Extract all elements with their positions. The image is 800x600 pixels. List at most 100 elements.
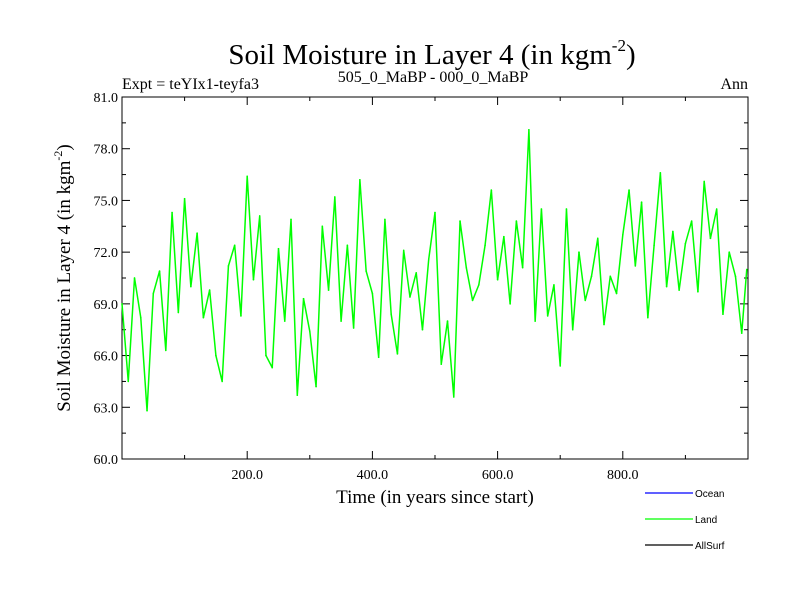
- data-point-land: [678, 289, 680, 291]
- data-point-land: [584, 299, 587, 302]
- data-point-land: [208, 289, 211, 291]
- data-point-land: [183, 197, 186, 200]
- data-point-land: [459, 220, 461, 222]
- data-point-land: [283, 320, 286, 322]
- data-point-land: [628, 189, 630, 191]
- data-point-land: [596, 237, 599, 240]
- data-point-land: [634, 265, 637, 267]
- data-point-land: [327, 289, 330, 291]
- data-point-land: [665, 285, 668, 288]
- data-point-land: [196, 232, 198, 234]
- legend-label-land: Land: [695, 515, 717, 526]
- data-point-land: [515, 220, 518, 222]
- data-point-land: [521, 266, 524, 269]
- data-point-land: [290, 218, 292, 221]
- data-point-land: [465, 266, 468, 269]
- x-tick-label: 800.0: [607, 468, 639, 483]
- data-point-land: [252, 278, 255, 281]
- chart-title-superscript: -2: [612, 36, 626, 55]
- data-point-land: [384, 218, 386, 221]
- data-point-land: [703, 180, 705, 183]
- data-point-land: [496, 278, 499, 281]
- data-point-land: [365, 270, 367, 272]
- data-point-land: [434, 211, 436, 214]
- data-point-land: [371, 292, 374, 295]
- data-point-land: [647, 316, 649, 319]
- data-point-land: [396, 353, 399, 355]
- subtitle-period: 505_0_MaBP - 000_0_MaBP: [338, 69, 529, 86]
- data-point-land: [240, 315, 242, 317]
- data-point-land: [690, 220, 693, 222]
- data-point-land: [359, 178, 361, 181]
- data-point-land: [415, 272, 418, 274]
- y-axis-label-superscript: -2: [51, 151, 65, 161]
- data-point-land: [246, 175, 248, 178]
- series-layer: [121, 128, 748, 412]
- data-point-land: [409, 296, 411, 298]
- data-point-land: [590, 275, 593, 278]
- data-point-land: [490, 189, 493, 191]
- y-tick-label: 81.0: [94, 91, 119, 106]
- data-point-land: [352, 327, 355, 329]
- y-tick-label: 78.0: [94, 143, 119, 158]
- data-point-land: [740, 332, 743, 334]
- chart-title-text: Soil Moisture in Layer 4 (in kgm: [228, 39, 612, 71]
- chart-title: Soil Moisture in Layer 4 (in kgm-2): [228, 36, 635, 71]
- data-point-land: [452, 396, 455, 398]
- data-point-land: [121, 303, 123, 305]
- data-point-land: [309, 330, 311, 333]
- data-point-land: [402, 249, 405, 252]
- subtitle-season: Ann: [720, 76, 748, 93]
- data-point-land: [346, 244, 349, 247]
- data-point-land: [697, 290, 699, 293]
- data-point-land: [653, 244, 655, 247]
- chart-title-close: ): [626, 39, 636, 71]
- data-point-land: [672, 230, 674, 233]
- plot-frame: [121, 96, 749, 460]
- data-point-land: [709, 237, 712, 240]
- data-point-land: [177, 311, 180, 314]
- data-point-land: [446, 320, 449, 322]
- y-axis-ticks: 60.0 63.0 66.0 69.0 72.0 75.0 78.0 81.0: [94, 91, 748, 468]
- data-point-land: [728, 251, 731, 253]
- data-point-land: [158, 270, 161, 272]
- data-point-land: [659, 172, 662, 174]
- data-point-land: [127, 380, 130, 383]
- data-point-land: [271, 366, 274, 369]
- data-point-land: [233, 244, 236, 247]
- x-tick-label: 400.0: [357, 468, 389, 483]
- data-point-land: [377, 356, 380, 359]
- y-tick-label: 63.0: [94, 401, 119, 416]
- x-axis-ticks: 200.0 400.0 600.0 800.0: [184, 97, 686, 483]
- data-point-land: [215, 354, 217, 357]
- y-tick-label: 72.0: [94, 246, 119, 261]
- data-point-land: [133, 277, 136, 279]
- data-point-land: [571, 328, 574, 331]
- data-point-land: [302, 297, 305, 300]
- data-point-land: [640, 201, 643, 203]
- data-point-land: [152, 292, 155, 295]
- data-point-land: [553, 284, 555, 286]
- data-point-land: [427, 258, 430, 260]
- x-axis-label: Time (in years since start): [336, 487, 534, 508]
- data-point-land: [421, 328, 424, 331]
- data-point-land: [509, 303, 511, 305]
- data-point-land: [603, 323, 605, 326]
- legend-label-allsurf: AllSurf: [695, 541, 725, 552]
- data-point-land: [478, 284, 480, 286]
- data-point-land: [165, 349, 167, 352]
- x-tick-label: 200.0: [231, 468, 263, 483]
- x-tick-label: 600.0: [482, 468, 514, 483]
- y-tick-label: 66.0: [94, 350, 119, 365]
- data-point-land: [146, 409, 148, 412]
- data-point-land: [528, 128, 530, 131]
- y-tick-label: 60.0: [94, 453, 119, 468]
- data-point-land: [503, 235, 505, 238]
- data-point-land: [340, 320, 342, 322]
- data-point-land: [540, 208, 543, 210]
- data-point-land: [321, 225, 324, 228]
- data-point-land: [277, 247, 280, 250]
- data-point-land: [334, 196, 336, 198]
- data-point-land: [615, 292, 618, 295]
- y-axis-label-text: Soil Moisture in Layer 4 (in kgm: [54, 160, 75, 411]
